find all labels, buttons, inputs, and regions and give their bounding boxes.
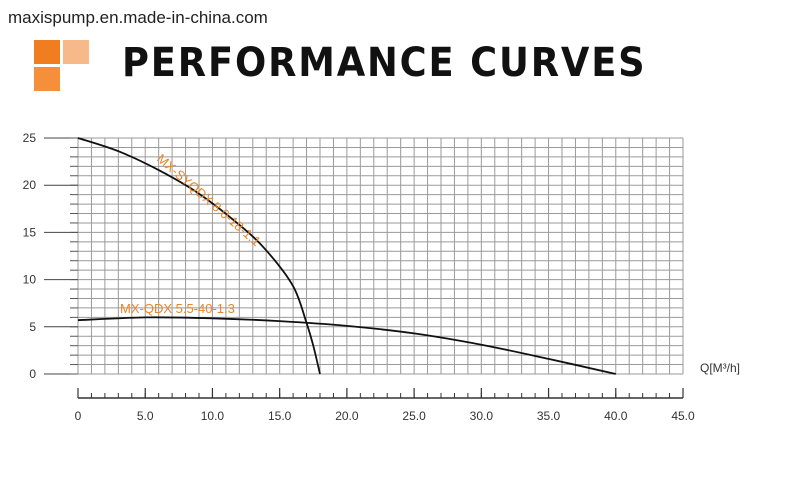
page-title: PERFORMANCE CURVES: [122, 40, 647, 86]
grid: [77, 137, 684, 375]
x-tick-label: 25.0: [402, 409, 426, 423]
x-tick-label: 0: [75, 409, 82, 423]
x-tick-label: 40.0: [604, 409, 628, 423]
logo-square-mid: [34, 67, 60, 91]
x-tick-label: 45.0: [671, 409, 695, 423]
axes: 0 5 10 15 20 25 0 5.0 10.0 15.0 20.0 25.0 30.0 35.0 40…: [23, 131, 740, 423]
x-axis-label: Q[M³/h]: [700, 361, 740, 375]
series: [77, 137, 616, 375]
logo-square-light: [63, 40, 89, 64]
series-label-1: MX-SYQDX 8.0-18-1.1: [154, 151, 264, 249]
series-curve-1: [77, 137, 321, 375]
series-curve-2: [77, 316, 616, 375]
series-label-2: MX-QDX 5.5-40-1.3: [120, 301, 235, 316]
x-tick-label: 30.0: [470, 409, 494, 423]
x-tick-label: 15.0: [268, 409, 292, 423]
site-watermark: maxispump.en.made-in-china.com: [8, 8, 268, 27]
y-tick-label: 25: [23, 131, 37, 145]
logo-square-dark: [34, 40, 60, 64]
y-tick-label: 0: [29, 367, 36, 381]
y-tick-label: 10: [23, 273, 37, 287]
x-tick-label: 5.0: [137, 409, 154, 423]
x-tick-label: 10.0: [201, 409, 225, 423]
y-tick-label: 5: [29, 320, 36, 334]
y-tick-label: 20: [23, 178, 37, 192]
x-tick-label: 20.0: [335, 409, 359, 423]
y-tick-label: 15: [23, 225, 37, 239]
x-tick-label: 35.0: [537, 409, 561, 423]
brand-logo: [34, 40, 98, 92]
